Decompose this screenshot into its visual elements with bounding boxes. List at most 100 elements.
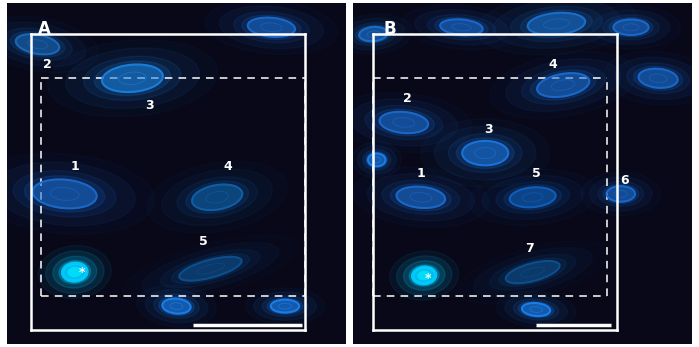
Ellipse shape — [365, 105, 442, 139]
Text: B: B — [384, 20, 396, 39]
Ellipse shape — [589, 177, 652, 211]
Text: 3: 3 — [145, 99, 154, 112]
Ellipse shape — [382, 180, 460, 214]
Ellipse shape — [531, 70, 596, 100]
Ellipse shape — [145, 289, 208, 323]
Ellipse shape — [219, 6, 324, 49]
Ellipse shape — [162, 169, 273, 226]
Ellipse shape — [233, 12, 309, 43]
Ellipse shape — [522, 303, 550, 316]
Ellipse shape — [415, 10, 508, 45]
Ellipse shape — [607, 186, 635, 202]
Ellipse shape — [499, 258, 566, 286]
Ellipse shape — [603, 15, 659, 40]
Ellipse shape — [435, 126, 536, 180]
Ellipse shape — [482, 175, 583, 219]
Ellipse shape — [242, 15, 301, 40]
Text: 3: 3 — [484, 123, 493, 136]
Ellipse shape — [102, 65, 163, 92]
Ellipse shape — [510, 187, 556, 208]
Ellipse shape — [63, 263, 87, 281]
Text: 4: 4 — [223, 160, 232, 173]
Ellipse shape — [0, 162, 136, 226]
Ellipse shape — [403, 261, 445, 290]
Ellipse shape — [496, 181, 570, 213]
Ellipse shape — [10, 32, 65, 57]
Ellipse shape — [505, 295, 568, 324]
Ellipse shape — [521, 10, 592, 38]
Ellipse shape — [390, 184, 452, 211]
Ellipse shape — [38, 245, 111, 299]
Ellipse shape — [603, 184, 639, 204]
Ellipse shape — [513, 299, 559, 320]
Ellipse shape — [162, 298, 191, 314]
Ellipse shape — [448, 134, 522, 173]
Text: 1: 1 — [71, 160, 79, 173]
Ellipse shape — [613, 19, 649, 35]
Ellipse shape — [373, 109, 434, 136]
Ellipse shape — [505, 261, 560, 283]
Ellipse shape — [33, 179, 96, 209]
Ellipse shape — [396, 256, 452, 295]
Ellipse shape — [0, 22, 85, 67]
Ellipse shape — [368, 153, 386, 166]
Ellipse shape — [592, 10, 670, 44]
Ellipse shape — [161, 249, 260, 288]
Ellipse shape — [521, 66, 605, 104]
Ellipse shape — [504, 185, 561, 210]
Text: 1: 1 — [417, 167, 425, 180]
Ellipse shape — [412, 267, 435, 284]
Ellipse shape — [192, 185, 243, 210]
Ellipse shape — [409, 265, 439, 286]
Ellipse shape — [440, 19, 483, 35]
Ellipse shape — [380, 112, 428, 133]
Ellipse shape — [53, 256, 96, 288]
Ellipse shape — [3, 28, 72, 60]
Ellipse shape — [537, 73, 589, 97]
Ellipse shape — [627, 63, 689, 94]
Ellipse shape — [16, 34, 59, 54]
Text: 5: 5 — [532, 167, 540, 180]
Ellipse shape — [615, 57, 699, 100]
Ellipse shape — [363, 150, 391, 170]
Ellipse shape — [351, 23, 396, 46]
Ellipse shape — [367, 174, 475, 221]
Ellipse shape — [94, 61, 171, 95]
Ellipse shape — [638, 69, 678, 88]
Text: 2: 2 — [43, 58, 52, 71]
Ellipse shape — [186, 181, 249, 213]
Ellipse shape — [177, 177, 257, 218]
Ellipse shape — [179, 257, 242, 281]
Ellipse shape — [462, 141, 508, 165]
Ellipse shape — [633, 66, 683, 90]
Ellipse shape — [510, 6, 603, 42]
Text: 4: 4 — [549, 58, 557, 71]
Ellipse shape — [45, 251, 104, 294]
Ellipse shape — [271, 300, 299, 313]
Text: 7: 7 — [525, 242, 533, 255]
Ellipse shape — [350, 99, 457, 146]
Ellipse shape — [154, 294, 199, 318]
Ellipse shape — [267, 298, 303, 314]
Ellipse shape — [598, 181, 644, 206]
Text: 6: 6 — [620, 174, 628, 187]
Ellipse shape — [435, 17, 488, 37]
Ellipse shape — [609, 17, 653, 37]
Ellipse shape — [417, 271, 431, 280]
Ellipse shape — [342, 18, 405, 50]
Text: A: A — [38, 20, 50, 39]
Ellipse shape — [254, 292, 317, 320]
Ellipse shape — [159, 297, 194, 315]
Ellipse shape — [456, 138, 514, 168]
Ellipse shape — [171, 254, 250, 283]
Ellipse shape — [262, 296, 308, 316]
Ellipse shape — [357, 146, 396, 174]
Ellipse shape — [59, 261, 91, 283]
Text: 2: 2 — [403, 92, 412, 105]
Ellipse shape — [13, 171, 116, 217]
Ellipse shape — [247, 18, 295, 37]
Ellipse shape — [24, 176, 105, 212]
Ellipse shape — [356, 25, 391, 43]
Ellipse shape — [68, 267, 82, 278]
Ellipse shape — [528, 13, 585, 35]
